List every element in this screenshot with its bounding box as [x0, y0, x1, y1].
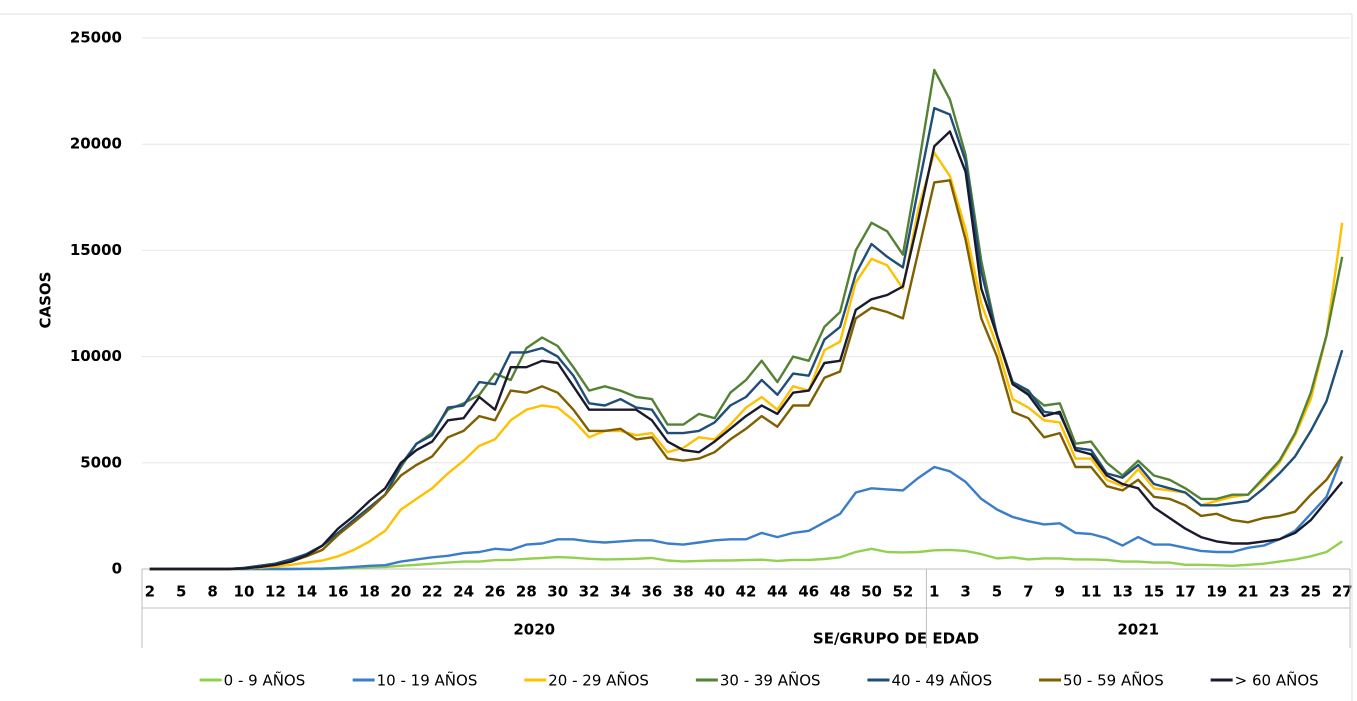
- legend-label: 50 - 59 AÑOS: [1063, 671, 1164, 690]
- x-tick-label: 14: [296, 583, 317, 601]
- x-tick-label: 27: [1332, 583, 1353, 601]
- x-tick-label: 28: [516, 583, 537, 601]
- series-line: [149, 455, 1344, 571]
- year-label: 2021: [1117, 621, 1159, 639]
- legend-label: 30 - 39 AÑOS: [720, 671, 821, 690]
- x-tick-label: 16: [328, 583, 349, 601]
- x-tick-label: 17: [1175, 583, 1196, 601]
- x-tick-label: 20: [390, 583, 411, 601]
- x-tick-label: 13: [1112, 583, 1133, 601]
- x-tick-label: 12: [265, 583, 286, 601]
- x-tick-label: 15: [1143, 583, 1164, 601]
- x-tick-label: 10: [234, 583, 255, 601]
- series-line: [149, 130, 1344, 571]
- y-axis-title: CASOS: [37, 272, 55, 329]
- legend-label: 0 - 9 AÑOS: [224, 671, 306, 690]
- x-tick-label: 3: [960, 583, 970, 601]
- y-tick-label: 0: [112, 560, 122, 578]
- x-tick-label: 8: [207, 583, 217, 601]
- y-tick-label: 10000: [70, 347, 122, 365]
- x-axis-title: SE/GRUPO DE EDAD: [813, 630, 979, 648]
- x-tick-label: 48: [830, 583, 851, 601]
- series-line: [149, 151, 1344, 571]
- legend-label: 10 - 19 AÑOS: [377, 671, 478, 690]
- x-tick-label: 32: [579, 583, 600, 601]
- x-tick-label: 50: [861, 583, 882, 601]
- x-tick-label: 21: [1238, 583, 1259, 601]
- x-tick-label: 24: [453, 583, 474, 601]
- y-tick-label: 20000: [70, 135, 122, 153]
- x-tick-label: 30: [547, 583, 568, 601]
- series-line: [149, 106, 1344, 571]
- x-tick-label: 11: [1081, 583, 1102, 601]
- series-line: [149, 179, 1344, 571]
- x-tick-label: 44: [767, 583, 788, 601]
- x-tick-label: 26: [485, 583, 506, 601]
- x-tick-label: 7: [1023, 583, 1033, 601]
- legend-label: 40 - 49 AÑOS: [891, 671, 992, 690]
- x-tick-label: 1: [929, 583, 939, 601]
- x-tick-label: 2: [145, 583, 155, 601]
- x-tick-label: 5: [176, 583, 186, 601]
- y-tick-label: 25000: [70, 29, 122, 47]
- x-tick-label: 9: [1055, 583, 1065, 601]
- x-tick-label: 52: [892, 583, 913, 601]
- y-tick-label: 15000: [70, 241, 122, 259]
- x-tick-label: 5: [992, 583, 1002, 601]
- x-tick-label: 40: [704, 583, 725, 601]
- x-tick-label: 25: [1300, 583, 1321, 601]
- year-label: 2020: [513, 621, 555, 639]
- x-tick-label: 22: [422, 583, 443, 601]
- x-tick-label: 42: [736, 583, 757, 601]
- x-tick-label: 19: [1206, 583, 1227, 601]
- series-line: [149, 68, 1344, 571]
- legend-label: 20 - 29 AÑOS: [548, 671, 649, 690]
- x-tick-label: 36: [641, 583, 662, 601]
- x-tick-label: 23: [1269, 583, 1290, 601]
- y-tick-label: 5000: [80, 453, 122, 471]
- x-tick-label: 46: [798, 583, 819, 601]
- x-tick-label: 38: [673, 583, 694, 601]
- x-tick-label: 18: [359, 583, 380, 601]
- legend-label: > 60 AÑOS: [1235, 671, 1319, 690]
- x-tick-label: 34: [610, 583, 631, 601]
